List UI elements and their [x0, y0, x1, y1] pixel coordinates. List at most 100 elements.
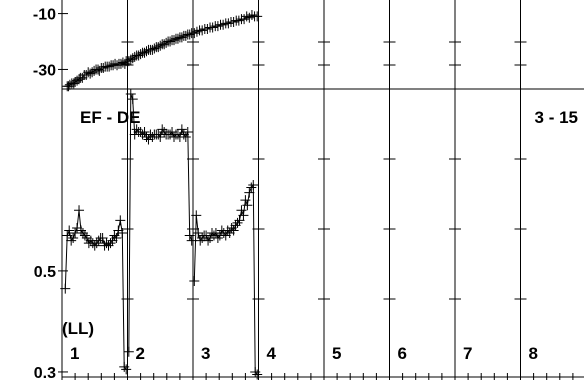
- main-data-point: [97, 233, 108, 244]
- main-data-point: [72, 222, 83, 233]
- main-data-point: [244, 187, 255, 198]
- main-data-point: [60, 283, 71, 294]
- main-data-point: [176, 124, 187, 135]
- main-data-point: [109, 230, 120, 241]
- main-data-point: [139, 126, 150, 137]
- main-data-point: [74, 205, 85, 216]
- main-data-point: [191, 210, 202, 221]
- main-data-point: [119, 361, 130, 372]
- top-data-point: [119, 58, 130, 69]
- y-tick-label: 0.5: [34, 264, 56, 281]
- top-data-point: [98, 63, 109, 74]
- main-data-point: [248, 180, 259, 190]
- main-data-point: [250, 366, 261, 377]
- top-data-point: [153, 42, 164, 53]
- top-data-point: [133, 50, 144, 61]
- main-data-point: [182, 126, 193, 137]
- column-number-6: 6: [398, 344, 407, 363]
- top-data-point: [123, 56, 134, 67]
- main-data-point: [238, 210, 249, 221]
- main-data-point: [234, 215, 245, 226]
- top-data-point: [223, 18, 234, 29]
- main-data-point: [93, 235, 104, 246]
- main-data-point: [121, 364, 132, 375]
- column-number-4: 4: [267, 344, 277, 363]
- top-data-point: [189, 28, 200, 39]
- main-data-point: [226, 222, 237, 233]
- top-data-point: [112, 60, 123, 71]
- top-data-point: [172, 33, 183, 44]
- top-data-point: [135, 49, 146, 60]
- main-data-point: [157, 124, 168, 135]
- main-data-point: [103, 240, 114, 251]
- top-data-point: [244, 12, 255, 23]
- main-data-point: [180, 132, 191, 142]
- main-data-point: [107, 235, 118, 246]
- top-data-point: [94, 65, 105, 76]
- main-data-point: [252, 369, 263, 380]
- top-data-point: [191, 26, 202, 37]
- top-data-point: [180, 30, 191, 41]
- column-number-7: 7: [463, 344, 472, 363]
- main-data-point: [117, 228, 128, 238]
- main-data-point: [167, 126, 178, 137]
- top-data-point: [252, 11, 263, 22]
- top-data-point: [129, 51, 140, 62]
- top-data-point: [184, 29, 195, 40]
- main-data-point: [203, 235, 214, 246]
- column-number-3: 3: [201, 344, 210, 363]
- main-data-point: [125, 89, 136, 100]
- top-data-point: [127, 53, 138, 64]
- main-data-point: [236, 205, 247, 216]
- main-data-point: [186, 235, 197, 246]
- top-data-point: [81, 70, 92, 81]
- column-number-2: 2: [136, 344, 145, 363]
- top-data-point: [228, 16, 239, 27]
- main-data-point: [89, 240, 100, 251]
- main-data-point: [193, 228, 204, 238]
- top-data-point: [197, 25, 208, 36]
- top-data-point: [165, 36, 176, 47]
- main-data-point: [77, 228, 88, 238]
- main-data-point: [68, 233, 79, 244]
- panel-title: EF - DE: [80, 108, 140, 127]
- top-data-point: [218, 19, 229, 30]
- main-data-point: [189, 276, 200, 286]
- main-data-point: [105, 238, 116, 249]
- y-tick-label: -10: [33, 7, 56, 24]
- top-data-point: [233, 15, 244, 26]
- top-data-point: [169, 35, 180, 46]
- top-data-point: [212, 21, 223, 32]
- main-data-point: [155, 132, 166, 142]
- main-data-point: [242, 200, 253, 211]
- top-data-point: [239, 14, 250, 25]
- top-data-point: [176, 32, 187, 43]
- main-data-point: [232, 217, 243, 228]
- top-data-point: [202, 23, 213, 34]
- top-data-point: [139, 47, 150, 58]
- main-data-point: [184, 230, 195, 241]
- main-data-point: [230, 220, 241, 231]
- top-data-point: [104, 61, 115, 72]
- main-data-point: [81, 233, 92, 244]
- main-data-point: [178, 129, 189, 140]
- main-data-point: [212, 233, 223, 244]
- top-data-point: [159, 39, 170, 50]
- column-number-8: 8: [529, 344, 538, 363]
- top-data-point: [147, 44, 158, 55]
- top-data-point: [155, 40, 166, 51]
- main-data-point: [123, 346, 134, 357]
- top-data-point: [161, 37, 172, 48]
- top-data-point: [85, 68, 96, 79]
- column-number-1: 1: [70, 344, 79, 363]
- main-data-point: [115, 215, 126, 226]
- main-data-point: [143, 134, 154, 145]
- top-data-point: [64, 79, 75, 90]
- top-data-point: [70, 77, 81, 88]
- y-tick-label: -30: [33, 62, 56, 79]
- top-data-point: [246, 9, 257, 20]
- series-layer: [60, 9, 263, 380]
- column-number-5: 5: [332, 344, 341, 363]
- tick-marks: [58, 13, 574, 380]
